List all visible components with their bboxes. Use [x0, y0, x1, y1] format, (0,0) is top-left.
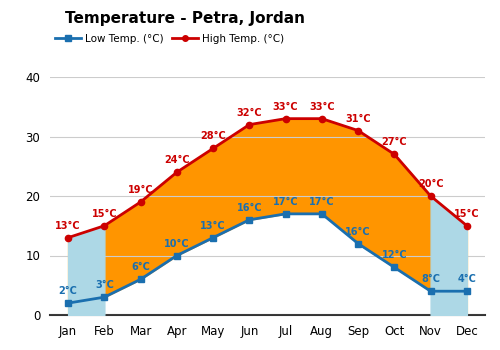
Text: 31°C: 31°C [346, 114, 371, 124]
Text: 15°C: 15°C [454, 209, 479, 219]
Text: 20°C: 20°C [418, 179, 444, 189]
Legend: Low Temp. (°C), High Temp. (°C): Low Temp. (°C), High Temp. (°C) [51, 30, 288, 48]
Text: 15°C: 15°C [92, 209, 117, 219]
Text: 13°C: 13°C [56, 221, 81, 231]
Text: 13°C: 13°C [200, 221, 226, 231]
Text: 12°C: 12°C [382, 251, 407, 260]
Text: 33°C: 33°C [273, 102, 298, 112]
Text: 6°C: 6°C [131, 262, 150, 272]
Text: 27°C: 27°C [382, 138, 407, 147]
Text: 8°C: 8°C [421, 274, 440, 284]
Text: Temperature - Petra, Jordan: Temperature - Petra, Jordan [65, 10, 305, 26]
Text: 17°C: 17°C [273, 197, 298, 207]
Text: 3°C: 3°C [95, 280, 114, 290]
Text: 24°C: 24°C [164, 155, 190, 165]
Text: 19°C: 19°C [128, 185, 154, 195]
Text: 16°C: 16°C [346, 227, 371, 237]
Text: 10°C: 10°C [164, 239, 190, 248]
Text: 4°C: 4°C [458, 274, 476, 284]
Text: 17°C: 17°C [309, 197, 334, 207]
Text: 32°C: 32°C [236, 108, 262, 118]
Text: 28°C: 28°C [200, 132, 226, 141]
Text: 2°C: 2°C [58, 286, 78, 296]
Text: 33°C: 33°C [309, 102, 334, 112]
Text: 16°C: 16°C [236, 203, 262, 213]
